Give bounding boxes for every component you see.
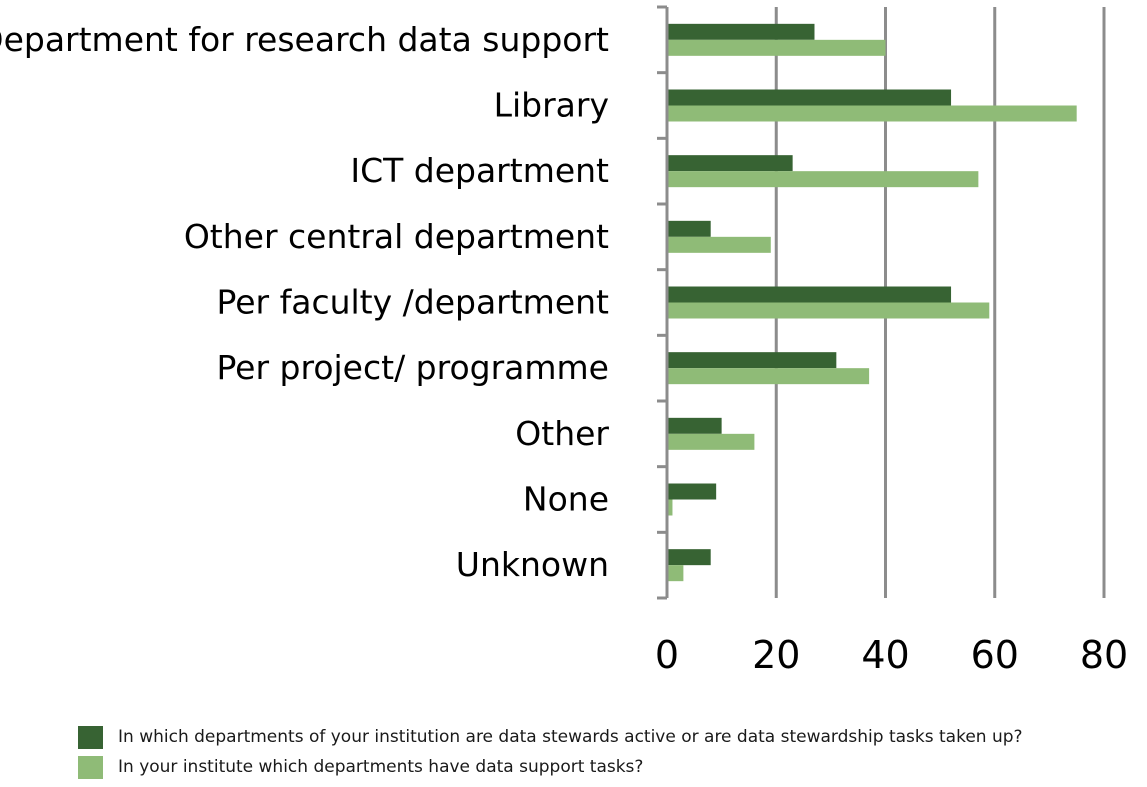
category-label-8: Unknown <box>456 545 609 584</box>
category-label-4: Per faculty /department <box>217 283 610 322</box>
legend-swatch-series-2 <box>78 755 103 779</box>
category-labels: Department for research data support Libr… <box>0 20 609 584</box>
x-tick-label-40: 40 <box>861 633 909 677</box>
y-axis <box>657 5 669 600</box>
bar-series-2-4 <box>667 302 990 319</box>
legend-item-series-1: In which departments of your institution… <box>78 722 1023 752</box>
bar-chart: Department for research data support Libr… <box>0 5 1128 677</box>
legend-label-series-2: In your institute which departments have… <box>118 757 644 777</box>
legend: In which departments of your institution… <box>78 722 1023 782</box>
bar-series-2-7 <box>667 499 673 516</box>
x-tick-labels: 0 20 40 60 80 <box>655 633 1128 677</box>
bar-series-1-0 <box>667 23 815 40</box>
category-label-1: Library <box>494 86 609 125</box>
legend-label-series-1: In which departments of your institution… <box>118 727 1023 747</box>
legend-item-series-2: In your institute which departments have… <box>78 752 1023 782</box>
category-label-3: Other central department <box>184 217 609 256</box>
bar-series-2-0 <box>667 39 886 56</box>
x-tick-label-60: 60 <box>971 633 1019 677</box>
x-tick-label-80: 80 <box>1080 633 1128 677</box>
category-label-0: Department for research data support <box>0 20 609 59</box>
category-label-2: ICT department <box>350 151 609 190</box>
category-label-6: Other <box>515 414 609 453</box>
bar-series-1-3 <box>667 220 711 237</box>
bar-series-1-5 <box>667 352 837 369</box>
bar-series-2-6 <box>667 433 755 450</box>
bars <box>667 23 1077 582</box>
bar-series-2-8 <box>667 565 684 582</box>
bar-series-2-3 <box>667 236 771 253</box>
legend-swatch-series-1 <box>78 725 103 749</box>
x-tick-label-20: 20 <box>752 633 800 677</box>
bar-series-2-1 <box>667 105 1077 122</box>
x-tick-label-0: 0 <box>655 633 679 677</box>
bar-series-1-6 <box>667 417 722 434</box>
bar-series-2-5 <box>667 368 870 385</box>
bar-series-1-2 <box>667 155 793 172</box>
category-label-5: Per project/ programme <box>216 348 609 387</box>
bar-series-1-8 <box>667 549 711 566</box>
bar-series-1-1 <box>667 89 952 106</box>
bar-series-1-7 <box>667 483 717 500</box>
bar-series-2-2 <box>667 171 979 188</box>
category-label-7: None <box>523 480 609 519</box>
bar-series-1-4 <box>667 286 952 303</box>
